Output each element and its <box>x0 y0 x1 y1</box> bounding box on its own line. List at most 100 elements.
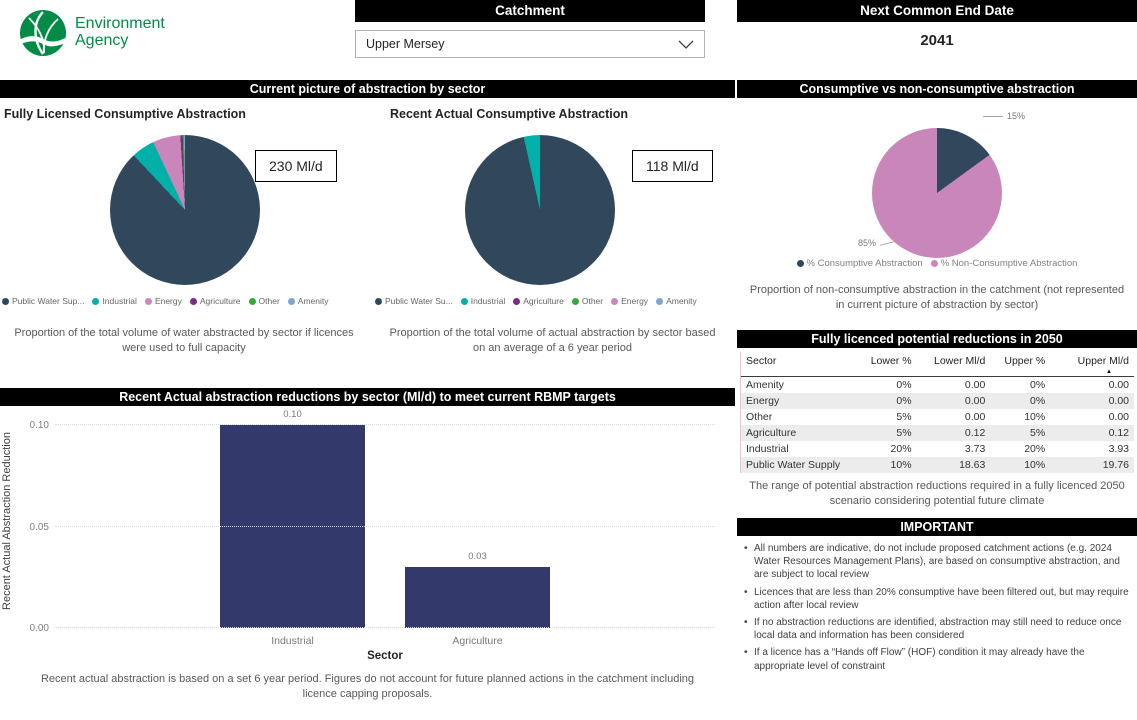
recent-actual-pie-chart[interactable] <box>465 135 615 285</box>
x-category-label: Industrial <box>271 635 314 647</box>
legend-dot <box>930 260 938 267</box>
legend-item[interactable]: Energy <box>144 296 182 306</box>
table-cell: 20% <box>890 442 912 455</box>
table-cell: 19.76 <box>1050 456 1134 473</box>
table-cell: 10% <box>990 456 1051 473</box>
table-row[interactable]: Amenity 0% 0.00 0% 0.00 <box>741 376 1134 393</box>
legend-label: Amenity <box>297 296 329 306</box>
table-cell: 0.00 <box>1108 410 1129 423</box>
legend-item[interactable]: Other <box>571 296 603 306</box>
legend-dot <box>92 297 100 305</box>
legend-item[interactable]: Amenity <box>656 296 697 306</box>
legend-label: Energy <box>154 296 182 306</box>
legend-item[interactable]: Industrial <box>460 296 506 306</box>
gridline <box>55 525 715 527</box>
legend-item[interactable]: Agriculture <box>189 296 241 306</box>
bar-rect[interactable] <box>405 567 550 628</box>
fully-licensed-pie-chart[interactable] <box>110 135 260 285</box>
section-header-reductions-bar: Recent Actual abstraction reductions by … <box>0 388 735 406</box>
table-cell: 0% <box>990 392 1051 409</box>
legend-label: Agriculture <box>523 296 564 306</box>
legend-label: Industrial <box>102 296 137 306</box>
table-cell: 0% <box>896 378 912 391</box>
fully-licensed-panel: Fully Licensed Consumptive Abstraction 2… <box>0 100 368 386</box>
legend-dot <box>656 297 664 305</box>
pie-title: Fully Licensed Consumptive Abstraction <box>4 107 246 121</box>
column-header[interactable]: Upper % <box>990 352 1051 377</box>
legend-label: Agriculture <box>199 296 241 306</box>
table-cell: 3.93 <box>1108 442 1129 455</box>
table-cell: 0.00 <box>964 378 986 391</box>
section-header-table: Fully licenced potential reductions in 2… <box>737 330 1137 348</box>
important-bullet: If no abstraction reductions are identif… <box>744 616 1134 642</box>
important-bullet: All numbers are indicative, do not inclu… <box>744 542 1134 582</box>
table-cell: 0.00 <box>964 410 986 423</box>
table-cell: Energy <box>741 392 859 409</box>
column-header[interactable]: Upper Ml/d ▲ <box>1050 352 1134 377</box>
column-header[interactable]: Sector <box>741 352 859 377</box>
bar-chart-caption: Recent actual abstraction is based on a … <box>40 673 695 701</box>
x-category-label: Agriculture <box>452 635 503 647</box>
legend-item[interactable]: Amenity <box>287 296 329 306</box>
recent-actual-panel: Recent Actual Consumptive Abstraction 11… <box>370 100 735 386</box>
legend-item[interactable]: Agriculture <box>513 296 564 306</box>
table-cell: Agriculture <box>741 424 859 441</box>
table-row[interactable]: Industrial 20% 3.73 20% 3.93 <box>741 441 1134 457</box>
consumptive-data-label: 15% <box>983 111 1025 121</box>
table-row[interactable]: Other 5% 0.00 10% 0.00 <box>741 409 1134 425</box>
table-cell: Public Water Supply <box>741 456 859 473</box>
legend-dot <box>796 260 804 267</box>
table-row[interactable]: Public Water Supply 10% 18.63 10% 19.76 <box>741 456 1134 473</box>
legend-label: Energy <box>621 296 649 306</box>
table-cell: 10% <box>858 456 917 473</box>
end-date-value: 2041 <box>920 32 954 49</box>
legend-item[interactable]: Other <box>248 296 280 306</box>
legend-item[interactable]: Energy <box>611 296 648 306</box>
catchment-selected-value: Upper Mersey <box>366 37 445 51</box>
consumptive-pie-chart[interactable] <box>872 128 1002 258</box>
table-row[interactable]: Energy 0% 0.00 0% 0.00 <box>741 392 1134 409</box>
callout-line <box>983 115 1003 117</box>
end-date-panel: Next Common End Date 2041 <box>737 0 1137 49</box>
table-cell: Other <box>746 410 773 423</box>
table-row[interactable]: Agriculture 5% 0.12 5% 0.12 <box>741 424 1134 441</box>
chevron-down-icon <box>678 40 694 49</box>
legend-item[interactable]: Industrial <box>92 296 137 306</box>
callout-line <box>880 240 894 246</box>
table-cell: 10% <box>1024 410 1046 423</box>
table-cell: 0.12 <box>916 424 991 441</box>
y-tick-label: 0.05 <box>29 521 49 533</box>
legend-item[interactable]: % Non-Consumptive Abstraction <box>930 258 1078 269</box>
legend-dot <box>287 297 295 305</box>
column-header[interactable]: Lower Ml/d <box>916 352 991 377</box>
ea-logo-icon <box>20 10 66 56</box>
table-caption: The range of potential abstraction reduc… <box>749 480 1125 508</box>
legend-label: Other <box>258 296 280 306</box>
pie-legend: % Consumptive Abstraction % Non-Consumpti… <box>737 258 1137 269</box>
legend-label: Industrial <box>470 296 506 306</box>
bar-value-label: 0.10 <box>283 409 302 421</box>
x-axis-label: Sector <box>367 650 403 662</box>
consumptive-pie-caption: Proportion of non-consumptive abstractio… <box>749 284 1125 312</box>
table-cell: 3.73 <box>964 442 986 455</box>
section-header-important: IMPORTANT <box>737 518 1137 536</box>
legend-dot <box>248 297 256 305</box>
bar-rect[interactable] <box>220 425 365 628</box>
pie-caption: Proportion of the total volume of actual… <box>389 327 716 354</box>
legend-dot <box>189 297 197 305</box>
catchment-dropdown[interactable]: Upper Mersey <box>355 30 705 58</box>
legend-item[interactable]: % Consumptive Abstraction <box>796 258 923 269</box>
legend-dot <box>571 297 579 305</box>
legend-item[interactable]: Public Water Sup... <box>2 296 84 306</box>
environment-agency-logo: Environment Agency <box>18 8 165 58</box>
legend-item[interactable]: Public Water Su... <box>375 296 453 306</box>
column-header[interactable]: Lower % <box>858 352 917 377</box>
pie-title: Recent Actual Consumptive Abstraction <box>390 107 629 121</box>
important-bullet: If a licence has a “Hands off Flow” (HOF… <box>744 646 1134 672</box>
legend-label: % Non-Consumptive Abstraction <box>940 258 1078 269</box>
legend-dot <box>375 297 382 305</box>
pie-legend: Public Water Sup... Industrial Energy Agric… <box>2 296 368 306</box>
bars-container: 0.10 Industrial 0.03 Agriculture <box>55 409 715 647</box>
important-notes: All numbers are indicative, do not inclu… <box>744 542 1134 677</box>
legend-label: Public Water Su... <box>385 296 453 306</box>
